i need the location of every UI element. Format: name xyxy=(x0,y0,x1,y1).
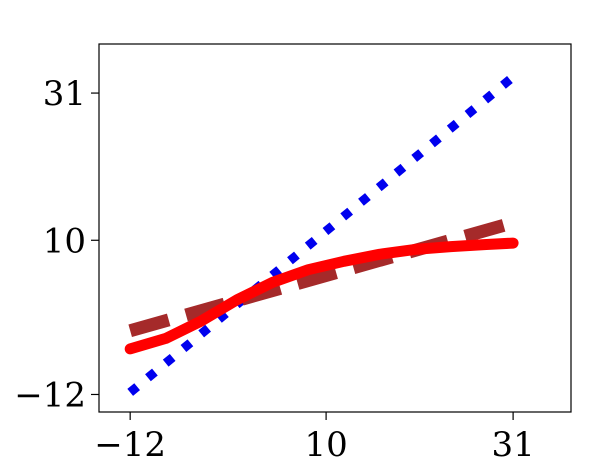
x-tick-label: 31 xyxy=(491,425,534,465)
y-tick-label: 31 xyxy=(43,74,86,114)
x-tick-label: 10 xyxy=(304,425,347,465)
series-layer xyxy=(124,73,519,396)
series-line-dotted xyxy=(127,73,516,396)
series-line-dashed xyxy=(128,216,515,337)
series-line-solid xyxy=(124,237,519,355)
y-tick-label: 10 xyxy=(43,221,86,261)
y-tick-label: −12 xyxy=(14,375,86,415)
x-tick-label: −12 xyxy=(94,425,166,465)
tick-layer: −12 10 31 −12 10 31 xyxy=(14,74,535,465)
plot-frame xyxy=(98,43,572,413)
